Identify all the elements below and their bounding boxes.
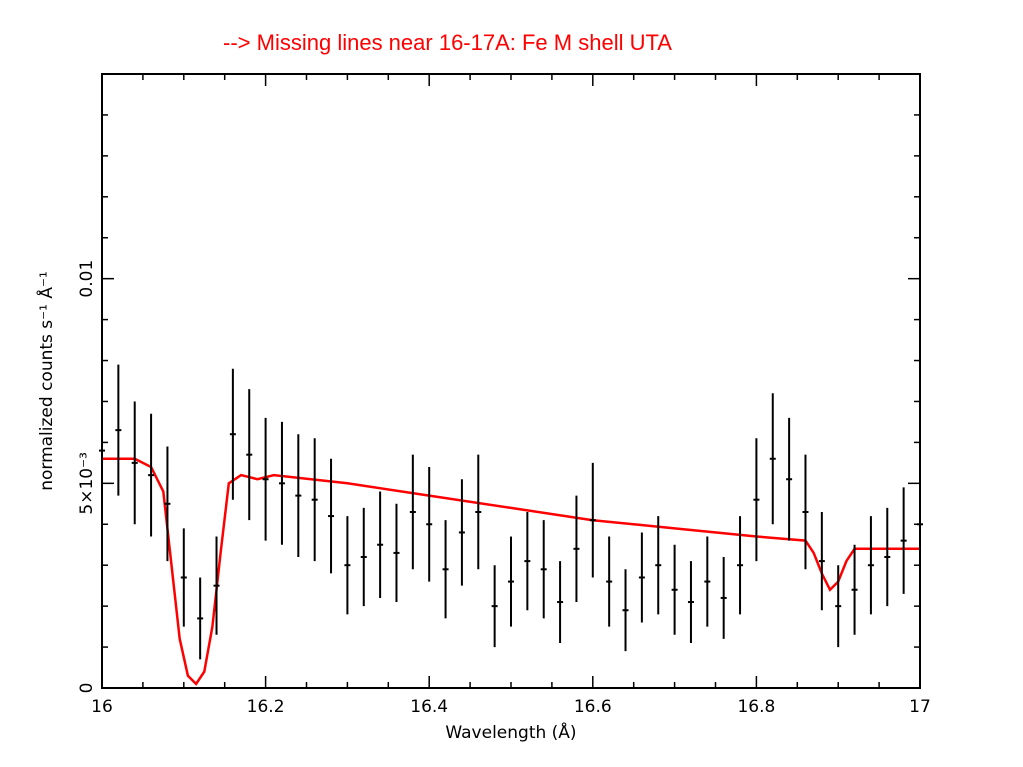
x-tick-label: 16.6 xyxy=(574,697,612,717)
x-tick-label: 16 xyxy=(91,697,113,717)
slide-title: --> Missing lines near 16-17A: Fe M shel… xyxy=(223,30,672,55)
x-tick-label: 16.4 xyxy=(410,697,448,717)
model-curve xyxy=(102,457,920,686)
y-tick-label: 5×10⁻³ xyxy=(77,452,97,514)
y-axis-label: normalized counts s⁻¹ Å⁻¹ xyxy=(35,271,57,491)
y-tick-label: 0 xyxy=(77,683,97,694)
tick-layer: 16 16.2 16.4 16.6 16.8 17 0 5×10⁻³ 0.01 xyxy=(77,73,931,717)
x-tick-label: 16.8 xyxy=(737,697,775,717)
y-tick-label: 0.01 xyxy=(77,260,97,298)
data-layer xyxy=(99,364,923,660)
x-axis-label: Wavelength (Å) xyxy=(445,721,576,743)
model-layer xyxy=(102,457,920,686)
x-tick-label: 16.2 xyxy=(247,697,285,717)
x-tick-label: 17 xyxy=(909,697,931,717)
